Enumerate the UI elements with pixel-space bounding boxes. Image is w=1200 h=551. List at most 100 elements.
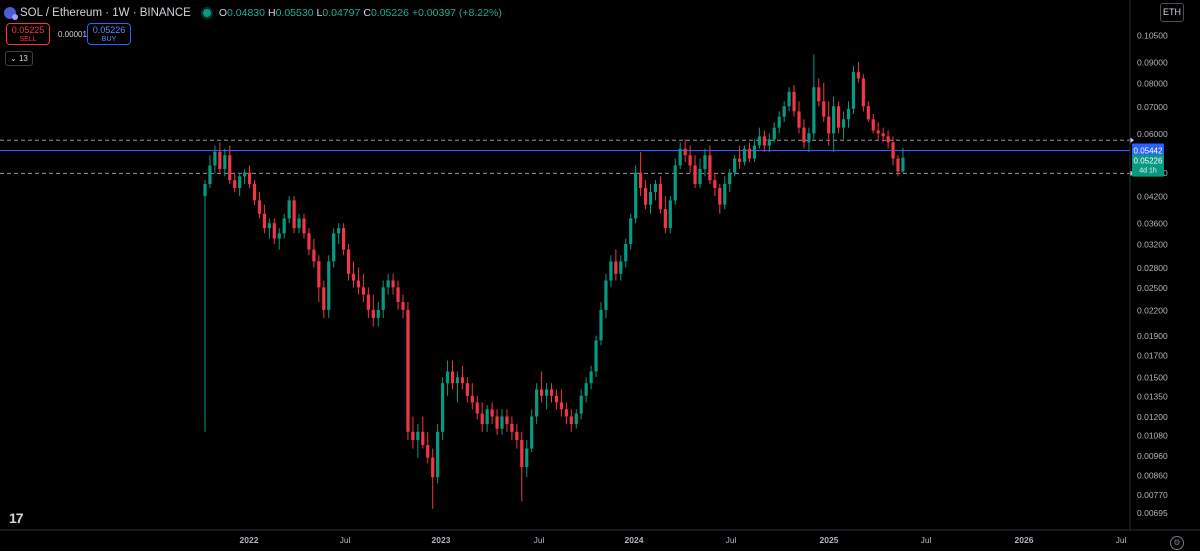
time-tick-label: Jul [726,535,737,545]
candle [525,439,529,478]
candle-body [213,151,217,166]
sell-button[interactable]: 0.05225 SELL [6,23,50,45]
currency-button[interactable]: ETH [1160,3,1184,22]
candle [604,273,608,319]
candle [619,255,623,281]
candle [317,255,321,303]
price-tick-label: 0.00695 [1137,508,1168,518]
candle [569,409,573,432]
candle-body [361,287,365,295]
candle-body [203,183,207,197]
last-price-tag [1132,154,1164,177]
candle-body [233,180,237,188]
candle [723,176,727,210]
candle [901,147,905,173]
candle [728,169,732,192]
candle [747,142,752,162]
candle [599,302,603,346]
candle-body [267,223,271,229]
candle [559,389,563,417]
candle [807,127,811,152]
candle [327,255,331,319]
candle [767,133,771,152]
candle [549,383,554,403]
price-tick-label: 0.01700 [1137,351,1168,361]
candle-body [272,223,276,239]
price-tick-label: 0.02200 [1137,305,1168,315]
candle-body [312,249,316,262]
price-tick-label: 0.01080 [1137,431,1168,441]
candle [371,294,375,327]
candle-body [530,416,534,449]
candle [678,142,682,170]
sell-label: SELL [19,36,37,43]
tradingview-logo: 17 [9,510,24,526]
symbol-title[interactable]: SOL / Ethereum · 1W · BINANCE [20,7,191,19]
time-tick-label: Jul [921,535,932,545]
candle-body [812,87,816,134]
candle [450,360,455,390]
candle [342,223,346,256]
buy-button[interactable]: 0.05226 BUY [87,23,131,45]
indicators-toggle-button[interactable]: ⌄ 13 [5,51,33,66]
chevron-down-icon: ⌄ [10,54,17,63]
candle [896,155,900,177]
time-tick-label: Jul [340,535,351,545]
candle [589,365,593,390]
candle-body [490,409,494,417]
ohlc-high: H0.05530 [267,7,314,19]
candle [396,280,400,310]
candle [495,409,499,436]
candle-body [643,187,648,205]
candle-body [619,261,623,274]
candle [639,151,643,197]
settings-gear-icon[interactable]: ⚙ [1170,536,1184,550]
candle-body [544,389,549,396]
candle [535,383,539,424]
candle [480,402,484,432]
candle-body [287,200,291,219]
candle-body [549,389,554,396]
buy-label: BUY [101,36,117,43]
candle [594,335,598,378]
candle [277,228,281,250]
time-tick-label: 2025 [820,535,839,545]
candle-body [658,183,662,210]
candle-body [624,243,628,262]
candle [817,78,821,107]
price-tick-label: 0.07000 [1137,102,1168,112]
candle-body [648,191,653,205]
candle-body [653,183,658,192]
candle-body [554,395,559,403]
symbol-header[interactable]: SOL / Ethereum · 1W · BINANCE O0.04830 H… [4,5,505,21]
candle [287,196,291,224]
candle [257,191,262,219]
candle-body [866,106,870,120]
candle-body [228,155,232,181]
candle-body [723,183,727,205]
candle-body [579,395,583,414]
candle [663,196,667,234]
candle-body [713,180,717,188]
candle-body [401,302,405,310]
candle-body [698,169,702,184]
time-tick-label: 2023 [432,535,451,545]
time-tick-label: 2024 [625,535,644,545]
candle-body [594,340,598,372]
candle-body [589,371,593,384]
candle [460,365,464,390]
candle-body [426,445,430,458]
candle-body [896,158,900,172]
candle-body [455,377,460,384]
candle [421,416,425,449]
candle-body [738,158,742,162]
candle-body [787,91,791,107]
candle [708,145,712,184]
horizontal-lines [0,137,1134,177]
candle-body [450,371,455,384]
candle [683,139,687,162]
candle-body [718,187,722,205]
candle-body [366,294,370,310]
